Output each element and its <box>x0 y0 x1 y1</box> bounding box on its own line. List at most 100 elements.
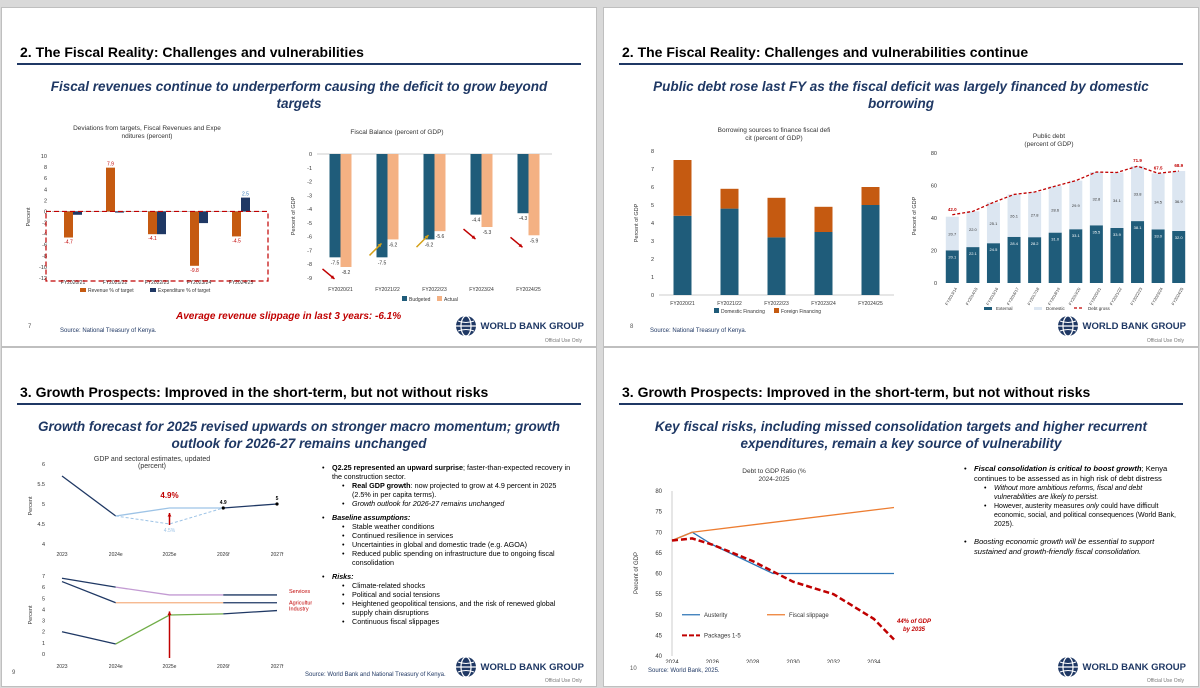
x-tick: FY2013/14 <box>944 286 959 306</box>
x-tick: FY2021/22 <box>1109 286 1124 306</box>
x-tick: 2027f <box>271 552 284 558</box>
external-label: 32.0 <box>1175 235 1184 240</box>
sector-line-hist <box>61 580 116 604</box>
y-label: Percent <box>28 605 34 624</box>
y-tick: 2 <box>651 257 654 263</box>
expenditure-label: 2.5 <box>242 192 249 198</box>
x-tick: FY2019/20 <box>1067 286 1082 306</box>
gdp-revised-line <box>115 507 224 517</box>
legend-slippage: Fiscal slippage <box>789 613 829 619</box>
source-note: Source: World Bank, 2025. <box>648 668 720 674</box>
baseline-item: Reduced public spending on infrastructur… <box>342 549 577 567</box>
domestic-bar <box>1048 186 1062 233</box>
trend-arrow-head <box>330 275 335 279</box>
y-tick: 0 <box>934 281 937 287</box>
domestic-bar <box>986 202 1000 244</box>
annotation: 44% of GDP <box>896 619 932 625</box>
x-tick: 2026f <box>217 552 230 558</box>
external-label: 31.0 <box>1051 237 1060 242</box>
brand-name: WORLD BANK GROUP <box>1082 661 1186 673</box>
actual-bar <box>481 154 493 228</box>
x-tick: FY2024/25 <box>1170 286 1185 306</box>
y-label: Percent <box>26 207 32 226</box>
x-tick: FY2020/21 <box>61 280 86 286</box>
y-tick: 40 <box>655 654 662 660</box>
x-tick: 2024e <box>109 552 123 558</box>
y-tick: -3 <box>307 193 312 199</box>
risks-list: Climate-related shocksPolitical and soci… <box>342 581 577 626</box>
b1-lead: Fiscal consolidation is critical to boos… <box>974 464 1142 473</box>
y-tick: 8 <box>44 165 47 171</box>
slide-title: 2. The Fiscal Reality: Challenges and vu… <box>20 44 364 60</box>
official-use: Official Use Only <box>544 678 582 684</box>
y-tick: -7 <box>307 248 312 254</box>
wbg-logo: WORLD BANK GROUP <box>1057 315 1186 337</box>
x-tick: 2023 <box>56 552 67 558</box>
revision-arrow-head <box>167 513 172 517</box>
x-tick: 2025e <box>163 664 177 670</box>
y-tick: 65 <box>655 551 662 557</box>
risk-item: Heightened geopolitical tensions, and th… <box>342 599 577 617</box>
x-tick: FY2023/24 <box>1150 286 1165 306</box>
y-tick: 70 <box>655 530 662 536</box>
y-tick: 75 <box>655 510 662 516</box>
external-bar <box>1110 227 1124 283</box>
budgeted-bar <box>470 154 482 215</box>
risk-item: Climate-related shocks <box>342 581 577 590</box>
actual-label: -8.2 <box>342 270 351 276</box>
x-tick: 2026f <box>217 664 230 670</box>
y-label: Percent of GDP <box>634 203 640 242</box>
external-bar <box>1069 229 1083 283</box>
debt-label: 71.9 <box>1133 158 1142 163</box>
domestic-bar <box>814 232 833 295</box>
q2-rest: ; faster-than-expected recovery in the c… <box>332 463 571 481</box>
source-note: Source: World Bank and National Treasury… <box>305 672 446 678</box>
brand-name: WORLD BANK GROUP <box>1082 320 1186 332</box>
baseline-item: Uncertainties in global and domestic tra… <box>342 540 577 549</box>
y-label: Percent of GDP <box>291 196 297 235</box>
actual-label: -5.9 <box>530 238 539 244</box>
x-tick: FY2024/25 <box>858 301 883 307</box>
domestic-bar <box>720 208 739 295</box>
x-tick: FY2022/23 <box>145 280 170 286</box>
domestic-bar <box>1089 172 1103 226</box>
y-tick: 20 <box>931 249 937 255</box>
y-tick: 80 <box>931 151 937 157</box>
domestic-bar <box>1131 166 1145 222</box>
y-tick: 4 <box>44 187 47 193</box>
foreign-bar <box>720 188 739 209</box>
foreign-bar <box>861 187 880 205</box>
legend-swatch <box>402 296 407 301</box>
brand-name: WORLD BANK GROUP <box>480 661 584 673</box>
gdp-chart-title: GDP and sectoral estimates, updated (per… <box>93 456 211 470</box>
y-tick: 8 <box>651 149 654 155</box>
y-tick: 4 <box>651 221 654 227</box>
actual-bar <box>528 154 540 236</box>
expenditure-bar <box>241 197 250 212</box>
y-tick: -4 <box>42 232 47 238</box>
risks-lead: Risks: <box>332 572 354 581</box>
gdp-previous-line <box>115 507 224 525</box>
source-note: Source: National Treasury of Kenya. <box>650 328 747 334</box>
y-tick: 3 <box>651 239 654 245</box>
actual-bar <box>434 154 446 232</box>
actual-bar <box>340 154 352 267</box>
title-rule <box>619 63 1183 65</box>
baseline-item: Continued resilience in services <box>342 531 577 540</box>
y-tick: -9 <box>307 276 312 282</box>
y-tick: 3 <box>42 619 45 625</box>
x-tick: FY2015/16 <box>985 286 1000 306</box>
debt-gross-line <box>952 165 1179 216</box>
sector-line-hist <box>61 631 116 645</box>
sector-line-hist <box>61 577 116 588</box>
trend-arrow-head <box>471 235 476 240</box>
marker <box>221 506 225 510</box>
x-tick: 2024e <box>109 664 123 670</box>
title-rule <box>619 403 1183 405</box>
sector-label-industry: Industry <box>289 607 309 613</box>
gdp-2026-label: 4.9 <box>220 500 227 506</box>
sub2-a: However, austerity measures <box>994 503 1087 510</box>
foreign-bar <box>814 206 833 232</box>
y-tick: 4 <box>42 607 45 613</box>
budgeted-bar <box>376 154 388 258</box>
